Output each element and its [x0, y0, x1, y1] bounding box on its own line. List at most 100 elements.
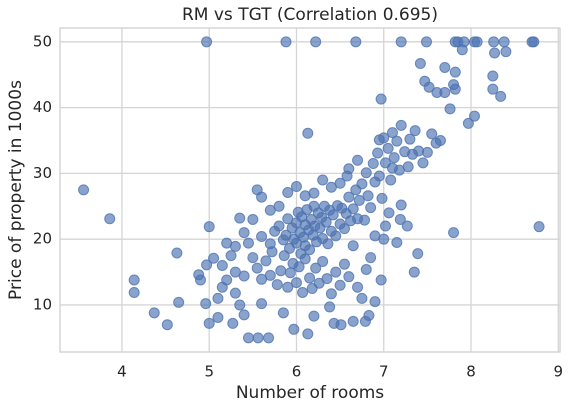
- x-tick-label: 7: [379, 363, 389, 381]
- point: [229, 266, 241, 278]
- point: [225, 250, 237, 262]
- point: [495, 90, 507, 102]
- point: [487, 70, 499, 82]
- point: [385, 174, 397, 186]
- y-tick-label: 50: [33, 32, 52, 50]
- points: [78, 36, 545, 344]
- point: [382, 142, 394, 154]
- point: [322, 238, 334, 250]
- point: [334, 279, 346, 291]
- point: [148, 307, 160, 319]
- point: [528, 36, 540, 48]
- point: [412, 248, 424, 260]
- x-axis-label: Number of rooms: [236, 383, 384, 403]
- point: [256, 298, 268, 310]
- point: [263, 332, 275, 344]
- point: [359, 315, 371, 327]
- point: [238, 227, 250, 239]
- point: [391, 135, 403, 147]
- point: [369, 230, 381, 242]
- point: [375, 93, 387, 105]
- point: [338, 223, 350, 235]
- point: [448, 227, 460, 239]
- point: [334, 177, 346, 189]
- point: [338, 258, 350, 270]
- point: [489, 47, 501, 59]
- point: [304, 244, 316, 256]
- point: [282, 186, 294, 198]
- x-tick-label: 4: [117, 363, 127, 381]
- point: [264, 269, 276, 281]
- point: [216, 259, 228, 271]
- point: [194, 274, 206, 286]
- point: [375, 274, 387, 286]
- point: [234, 212, 246, 224]
- point: [414, 58, 426, 70]
- point: [212, 292, 224, 304]
- point: [104, 213, 116, 225]
- point: [408, 266, 420, 278]
- point: [402, 161, 414, 173]
- point: [201, 259, 213, 271]
- point: [379, 220, 391, 232]
- point: [409, 125, 421, 137]
- point: [203, 221, 215, 233]
- point: [456, 44, 468, 56]
- point: [356, 178, 368, 190]
- point: [78, 184, 90, 196]
- point: [367, 158, 379, 170]
- point: [273, 220, 285, 232]
- point: [256, 231, 268, 243]
- y-axis-label: Price of property in 1000s: [6, 80, 26, 300]
- point: [391, 236, 403, 248]
- point: [227, 317, 239, 329]
- point: [386, 127, 398, 139]
- point: [212, 311, 224, 323]
- point: [310, 262, 322, 274]
- point: [343, 271, 355, 283]
- point: [394, 213, 406, 225]
- point: [341, 170, 353, 182]
- y-tick-label: 20: [33, 230, 52, 248]
- point: [395, 119, 407, 131]
- point: [317, 256, 329, 268]
- x-tick-label: 5: [204, 363, 214, 381]
- point: [350, 36, 362, 48]
- point: [449, 66, 461, 78]
- point: [308, 187, 320, 199]
- point: [221, 274, 233, 286]
- point: [404, 133, 416, 145]
- point: [468, 110, 480, 122]
- point: [347, 315, 359, 327]
- point: [395, 199, 407, 211]
- point: [365, 202, 377, 214]
- chart-title: RM vs TGT (Correlation 0.695): [182, 5, 438, 25]
- point: [304, 272, 316, 284]
- point: [353, 194, 365, 206]
- point: [273, 200, 285, 212]
- point: [417, 157, 429, 169]
- point: [330, 266, 342, 278]
- x-tick-label: 6: [292, 363, 302, 381]
- point: [347, 203, 359, 215]
- x-tick-label: 8: [466, 363, 476, 381]
- point: [439, 86, 451, 98]
- point: [308, 310, 320, 322]
- point: [325, 288, 337, 300]
- point: [343, 191, 355, 203]
- point: [401, 220, 413, 232]
- point: [444, 103, 456, 115]
- point: [488, 36, 500, 48]
- point: [471, 36, 483, 48]
- point: [280, 36, 292, 48]
- point: [260, 255, 272, 267]
- point: [372, 147, 384, 159]
- point: [487, 83, 499, 95]
- point: [321, 273, 333, 285]
- point: [362, 190, 374, 202]
- point: [275, 265, 287, 277]
- point: [317, 174, 329, 186]
- point: [373, 170, 385, 182]
- point: [327, 209, 339, 221]
- point: [242, 332, 254, 344]
